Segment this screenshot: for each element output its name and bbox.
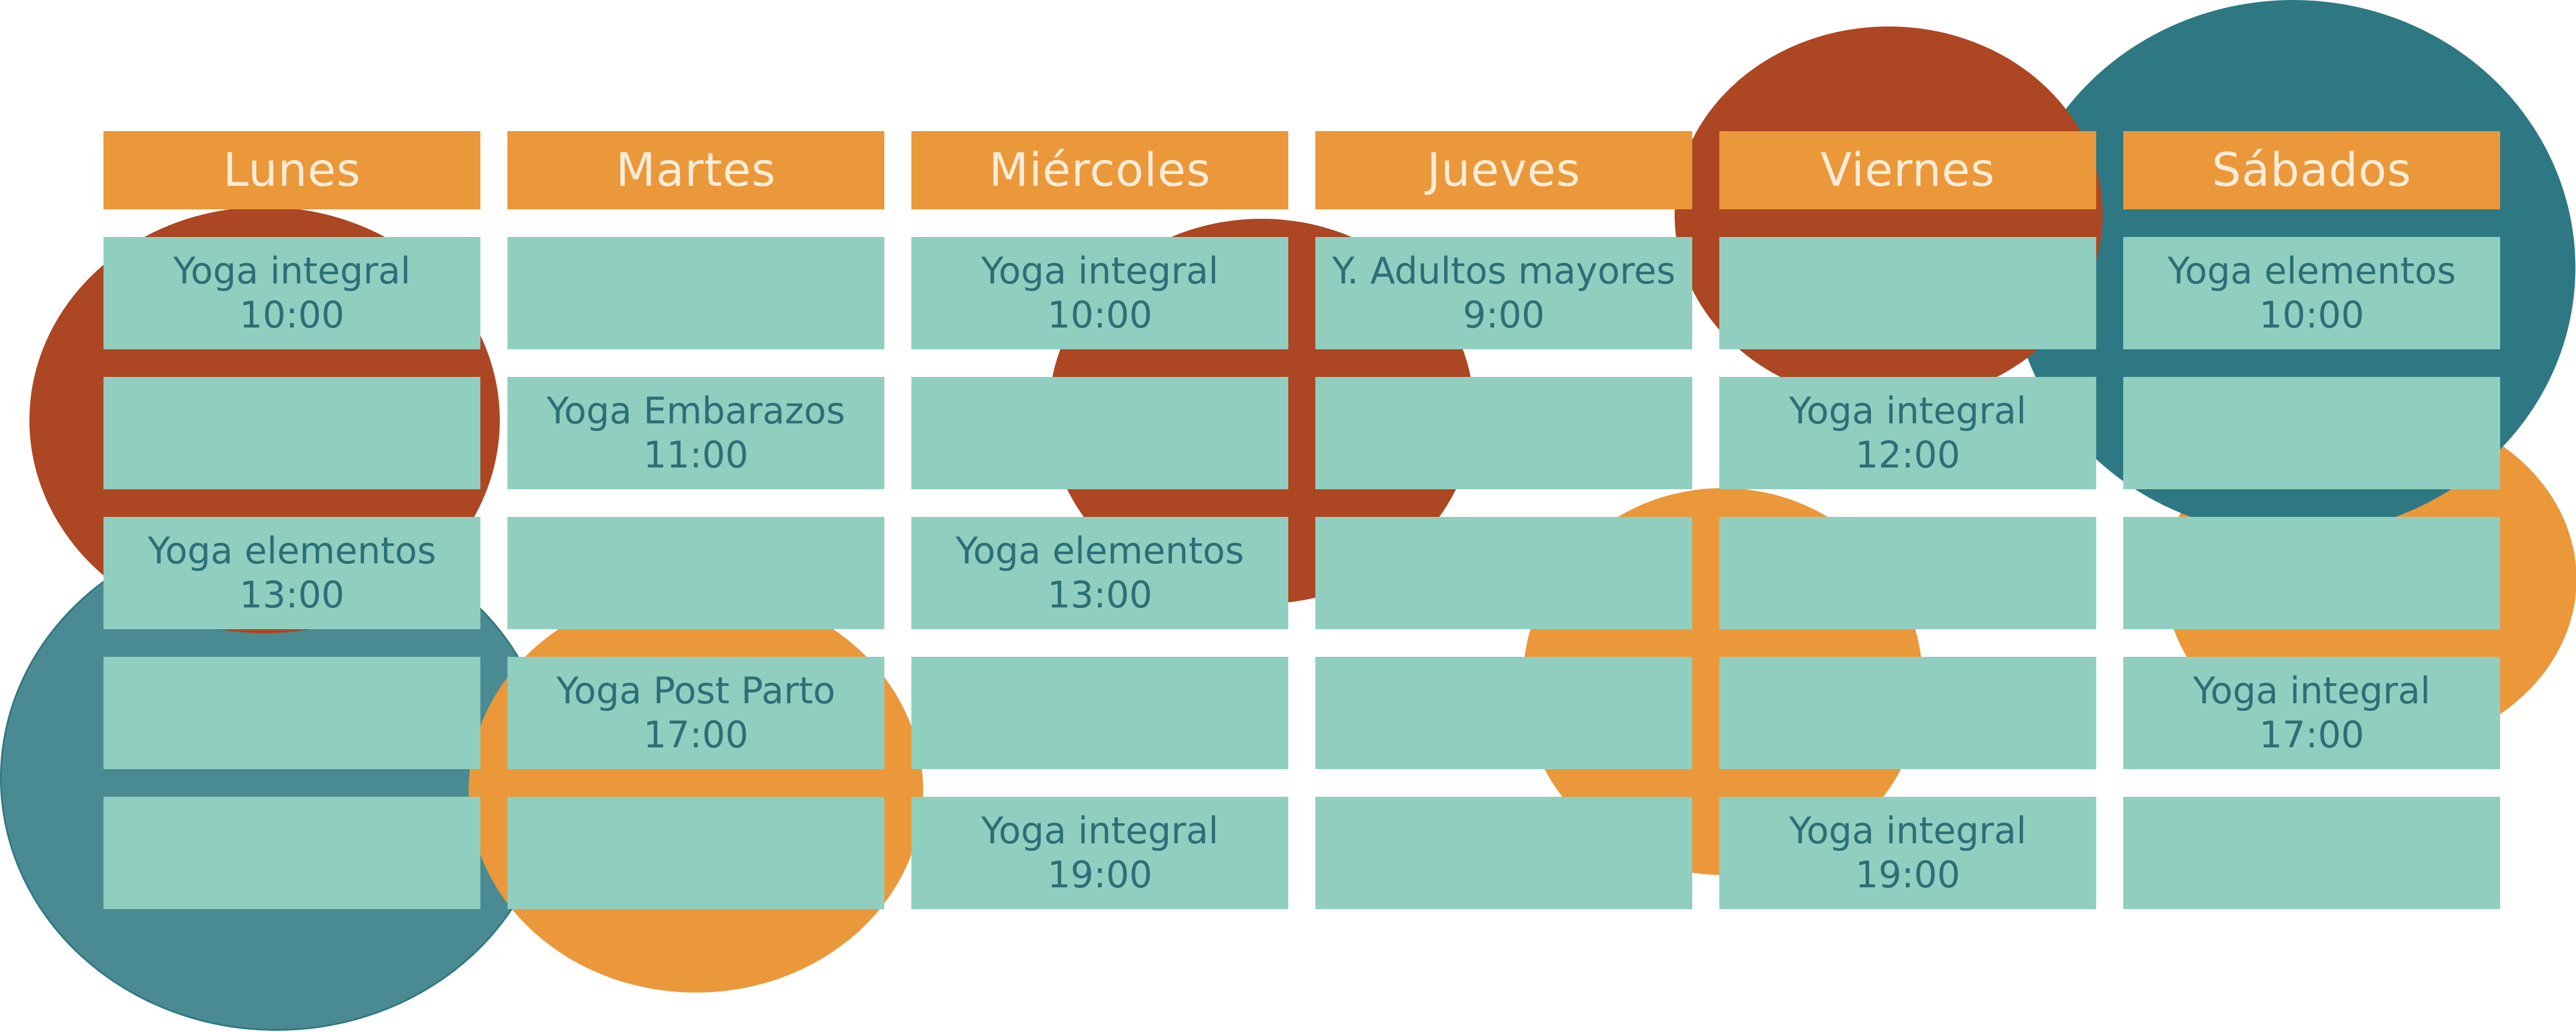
class-name: Yoga integral bbox=[981, 809, 1219, 853]
schedule-slot: Yoga integral 19:00 bbox=[1719, 797, 2096, 909]
day-header-label: Lunes bbox=[223, 143, 361, 197]
schedule-slot: Yoga elementos 10:00 bbox=[2123, 237, 2500, 349]
schedule-slot bbox=[1315, 377, 1692, 489]
day-header-label: Miércoles bbox=[988, 143, 1211, 197]
schedule-slot bbox=[507, 517, 884, 629]
decor-circle-orange-bottom-left bbox=[469, 588, 923, 993]
class-name: Yoga integral bbox=[1789, 809, 2027, 853]
class-name: Y. Adultos mayores bbox=[1332, 249, 1676, 293]
class-time: 17:00 bbox=[2259, 713, 2364, 756]
class-name: Yoga integral bbox=[2193, 669, 2431, 713]
schedule-slot bbox=[1719, 657, 2096, 769]
schedule-slot bbox=[2123, 517, 2500, 629]
schedule-grid: Lunes Yoga integral 10:00 Yoga elementos 13:… bbox=[103, 131, 2500, 911]
schedule-slot: Yoga elementos 13:00 bbox=[911, 517, 1288, 629]
schedule-slot: Yoga integral 19:00 bbox=[911, 797, 1288, 909]
schedule-slot bbox=[1719, 237, 2096, 349]
class-name: Yoga Embarazos bbox=[546, 389, 846, 433]
class-time: 12:00 bbox=[1855, 433, 1960, 476]
schedule-slot: Yoga integral 17:00 bbox=[2123, 657, 2500, 769]
day-header: Lunes bbox=[103, 131, 480, 209]
class-time: 19:00 bbox=[1855, 853, 1960, 896]
class-name: Yoga Post Parto bbox=[556, 669, 836, 713]
schedule-slot: Yoga integral 10:00 bbox=[911, 237, 1288, 349]
day-header: Jueves bbox=[1315, 131, 1692, 209]
schedule-slot bbox=[1315, 657, 1692, 769]
class-time: 13:00 bbox=[1047, 573, 1152, 616]
class-time: 10:00 bbox=[239, 293, 345, 336]
class-name: Yoga integral bbox=[1789, 389, 2027, 433]
schedule-slot bbox=[507, 237, 884, 349]
class-name: Yoga elementos bbox=[955, 529, 1244, 573]
schedule-slot: Yoga integral 10:00 bbox=[103, 237, 480, 349]
schedule-slot bbox=[911, 657, 1288, 769]
schedule-slot bbox=[507, 797, 884, 909]
schedule-slot: Yoga integral 12:00 bbox=[1719, 377, 2096, 489]
schedule-slot bbox=[2123, 797, 2500, 909]
schedule-slot bbox=[2123, 377, 2500, 489]
class-time: 19:00 bbox=[1047, 853, 1152, 896]
schedule-slot bbox=[103, 377, 480, 489]
day-header-label: Martes bbox=[616, 143, 776, 197]
day-header: Martes bbox=[507, 131, 884, 209]
class-name: Yoga elementos bbox=[2167, 249, 2456, 293]
schedule-slot bbox=[103, 657, 480, 769]
schedule-slot bbox=[1719, 517, 2096, 629]
day-header: Sábados bbox=[2123, 131, 2500, 209]
schedule-slot: Yoga Post Parto 17:00 bbox=[507, 657, 884, 769]
schedule-slot: Yoga elementos 13:00 bbox=[103, 517, 480, 629]
class-time: 9:00 bbox=[1462, 293, 1545, 336]
day-header-label: Jueves bbox=[1426, 143, 1581, 197]
class-time: 13:00 bbox=[239, 573, 345, 616]
schedule-slot bbox=[1315, 797, 1692, 909]
class-time: 10:00 bbox=[2259, 293, 2364, 336]
day-header-label: Sábados bbox=[2211, 143, 2412, 197]
schedule-slot bbox=[1315, 517, 1692, 629]
day-header: Viernes bbox=[1719, 131, 2096, 209]
schedule-slot: Yoga Embarazos 11:00 bbox=[507, 377, 884, 489]
class-name: Yoga elementos bbox=[148, 529, 436, 573]
day-header: Miércoles bbox=[911, 131, 1288, 209]
schedule-slot bbox=[911, 377, 1288, 489]
class-name: Yoga integral bbox=[981, 249, 1219, 293]
day-header-label: Viernes bbox=[1820, 143, 1996, 197]
class-name: Yoga integral bbox=[173, 249, 411, 293]
class-time: 10:00 bbox=[1047, 293, 1152, 336]
schedule-slot: Y. Adultos mayores 9:00 bbox=[1315, 237, 1692, 349]
class-time: 11:00 bbox=[643, 433, 749, 476]
class-time: 17:00 bbox=[643, 713, 749, 756]
schedule-slot bbox=[103, 797, 480, 909]
